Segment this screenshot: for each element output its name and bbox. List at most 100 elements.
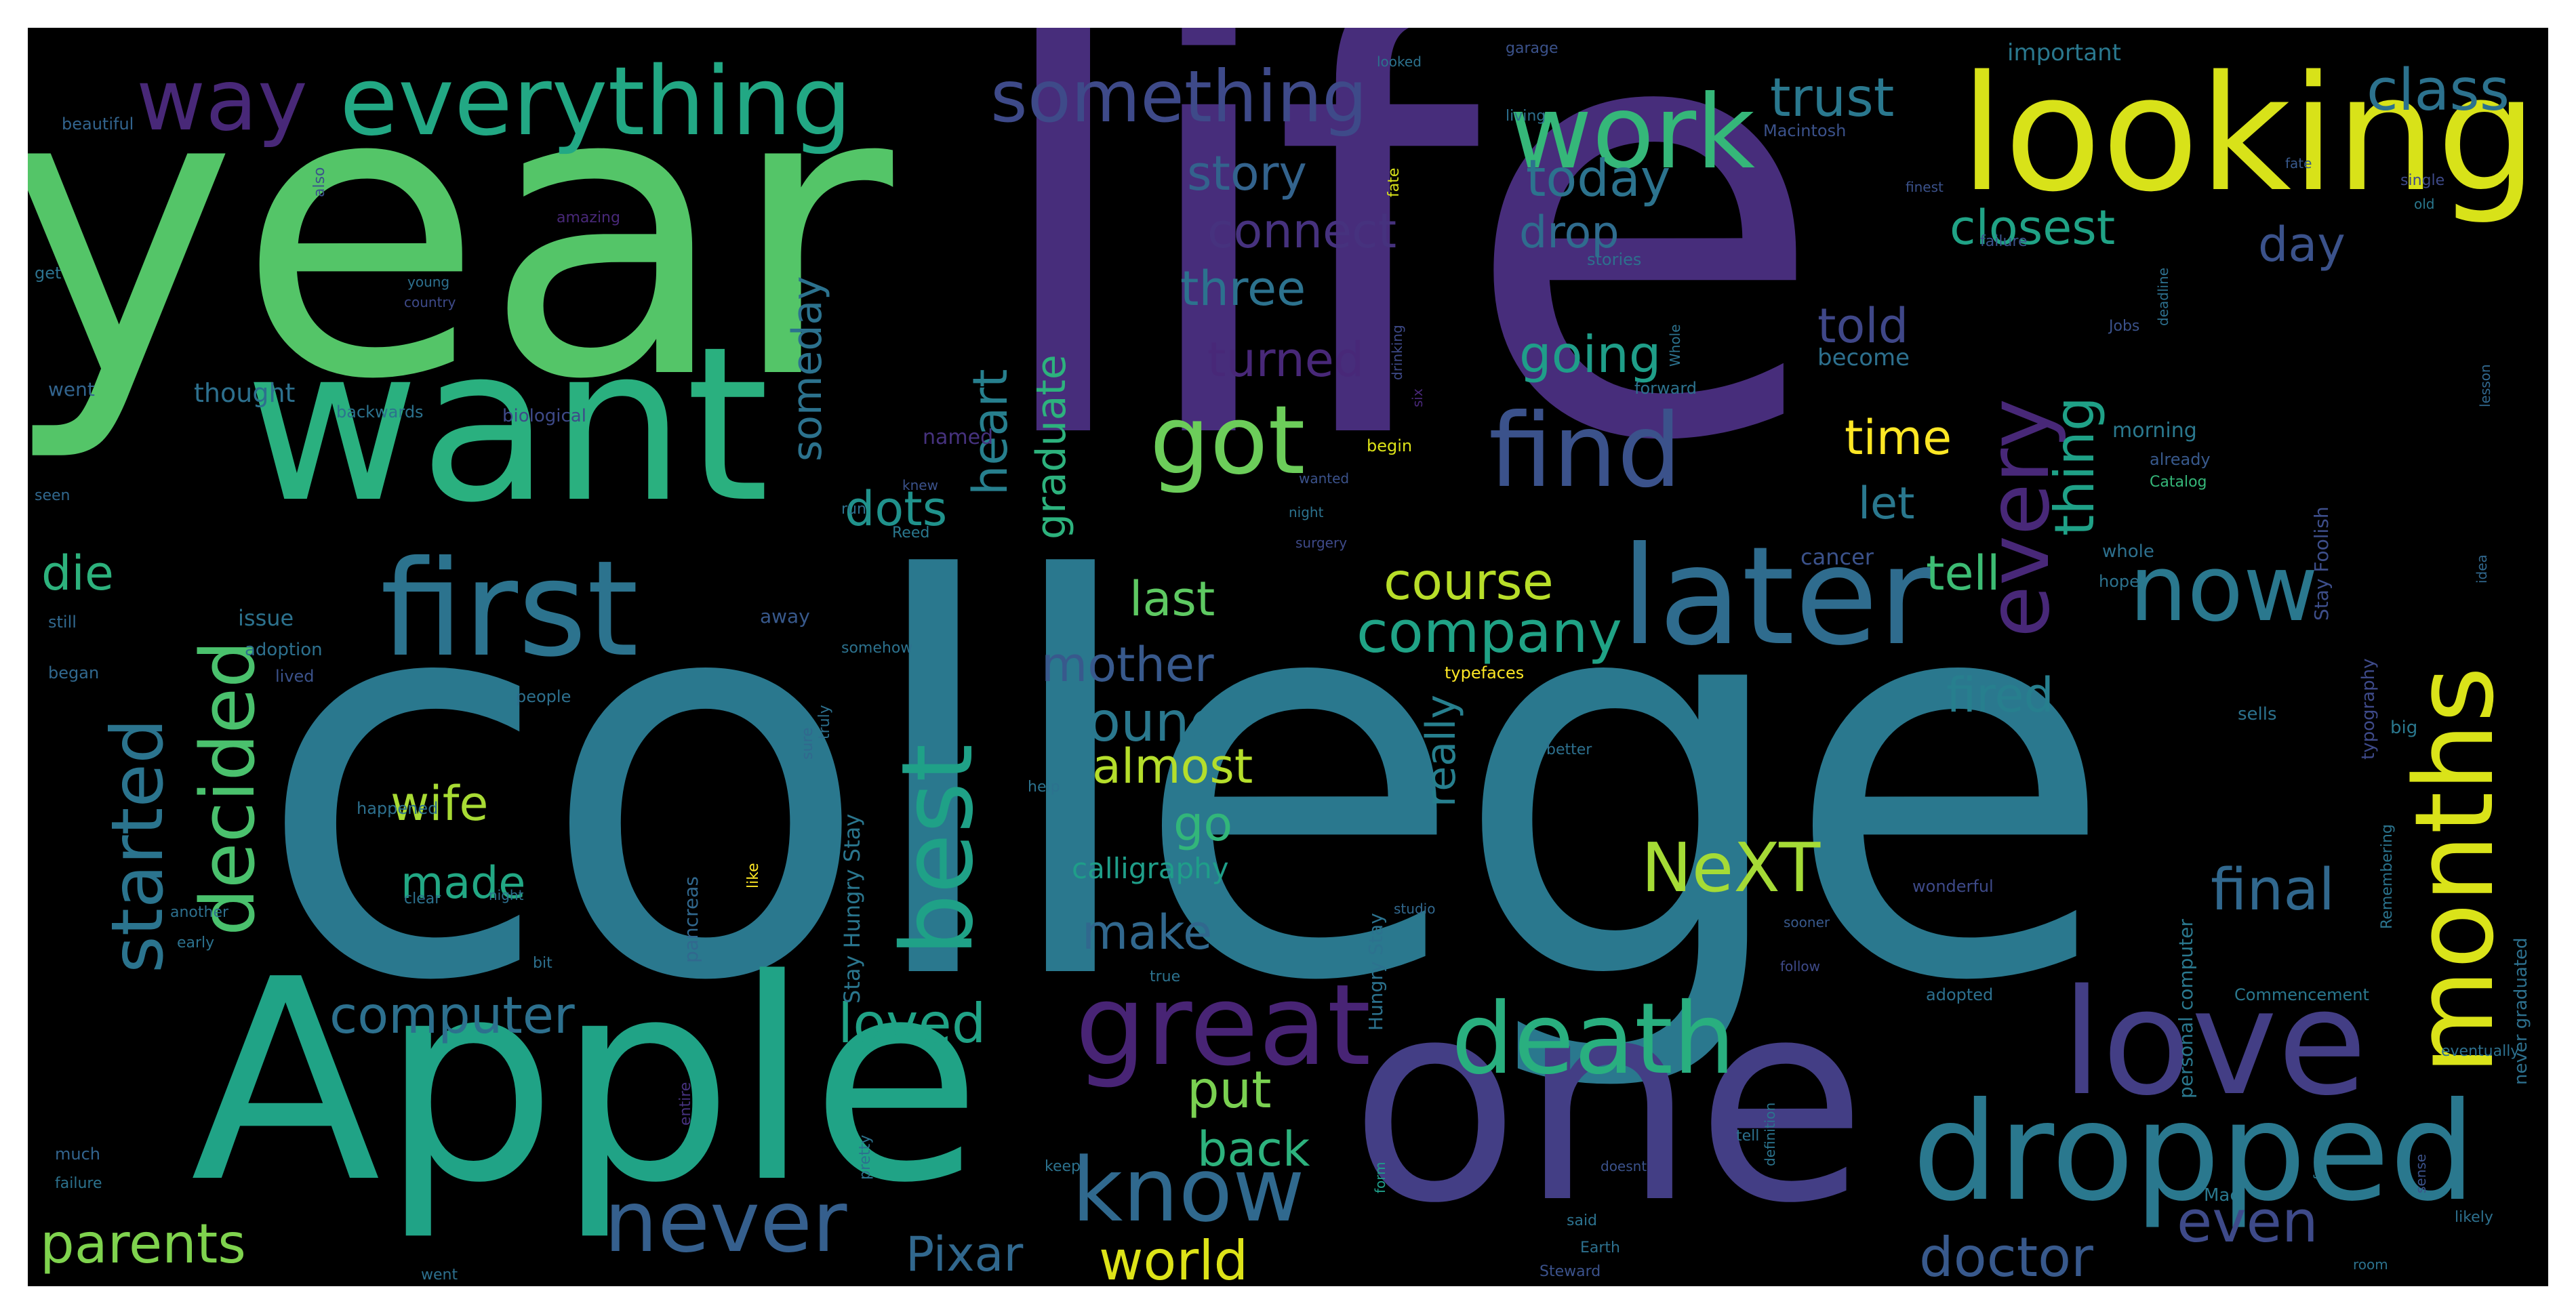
word-got: got xyxy=(1150,386,1306,496)
word-decided: decided xyxy=(184,640,271,936)
word-deadline: deadline xyxy=(2155,267,2171,326)
word-best: best xyxy=(881,743,995,956)
word-wanted: wanted xyxy=(1299,470,1350,487)
word-old: old xyxy=(2414,196,2435,212)
word-form: form xyxy=(1372,1162,1388,1193)
word-cloud: life college year want Apple one looking… xyxy=(28,28,2548,1286)
word-graduate: graduate xyxy=(1028,354,1075,539)
word-stay-foolish: Stay Foolish xyxy=(2310,506,2333,621)
word-sells: sells xyxy=(2238,704,2277,724)
word-told: told xyxy=(1817,298,1909,354)
word-drinking: drinking xyxy=(1389,325,1405,380)
word-early: early xyxy=(177,935,215,951)
word-almost: almost xyxy=(1092,739,1253,794)
word-pixar: Pixar xyxy=(906,1227,1024,1282)
word-three: three xyxy=(1180,261,1306,316)
word-want: want xyxy=(245,302,769,550)
word-jobs: Jobs xyxy=(2109,318,2140,335)
word-mother: mother xyxy=(1041,637,1214,693)
word-find: find xyxy=(1489,392,1682,510)
word-night2: night xyxy=(489,887,524,903)
word-big: big xyxy=(2390,718,2418,738)
word-first: first xyxy=(380,532,639,686)
word-sooner: sooner xyxy=(1784,914,1830,930)
word-fate2: fate xyxy=(2285,155,2312,171)
word-put: put xyxy=(1187,1060,1272,1120)
word-later: later xyxy=(1621,518,1934,676)
word-dots: dots xyxy=(845,481,948,537)
word-love: love xyxy=(2061,958,2367,1128)
word-forward: forward xyxy=(1634,379,1697,398)
word-true: true xyxy=(1150,968,1181,985)
word-earth: Earth xyxy=(1580,1239,1620,1256)
word-hope: hope xyxy=(2099,572,2139,591)
word-know: know xyxy=(1072,1138,1305,1241)
word-better: better xyxy=(1546,741,1592,758)
word-important: important xyxy=(2007,39,2121,66)
word-wife: wife xyxy=(390,776,489,831)
word-idea: idea xyxy=(2474,554,2490,583)
word-let: let xyxy=(1858,478,1915,529)
word-loved: loved xyxy=(838,992,986,1055)
word-last: last xyxy=(1129,571,1215,627)
word-keep: keep xyxy=(1045,1158,1081,1175)
word-remembering: Remembering xyxy=(2379,824,2396,929)
word-much: much xyxy=(55,1145,100,1164)
word-sure: sure xyxy=(799,727,816,760)
word-fate: fate xyxy=(1386,167,1403,197)
word-connect: connect xyxy=(1207,203,1397,259)
word-doctor: doctor xyxy=(1919,1226,2093,1286)
word-somehow: somehow xyxy=(841,640,913,657)
word-computer: computer xyxy=(329,985,575,1045)
word-finest: finest xyxy=(1906,179,1944,195)
word-become: become xyxy=(1817,344,1910,371)
word-happened: happened xyxy=(357,799,439,818)
word-young: young xyxy=(407,274,450,290)
word-everything: everything xyxy=(340,47,852,157)
word-entire: entire xyxy=(677,1082,694,1126)
word-year: year xyxy=(28,28,893,467)
word-backwards: backwards xyxy=(336,403,424,422)
word-mac: Mac xyxy=(2204,1185,2240,1206)
word-country: country xyxy=(404,294,456,310)
word-room: room xyxy=(2353,1256,2388,1273)
word-adopted: adopted xyxy=(1926,985,1994,1004)
word-closest: closest xyxy=(1950,200,2116,255)
word-went2: went xyxy=(421,1267,458,1284)
word-typography: typography xyxy=(2358,658,2379,760)
word-make: make xyxy=(1082,905,1213,960)
word-also: also xyxy=(311,167,328,197)
word-truly: truly xyxy=(816,705,833,739)
word-said: said xyxy=(1567,1212,1598,1229)
word-people: people xyxy=(516,687,571,706)
word-beautiful: beautiful xyxy=(62,115,134,134)
word-even: even xyxy=(2177,1189,2318,1256)
word-clear: clear xyxy=(404,890,441,907)
word-like: like xyxy=(745,863,762,888)
word-turned: turned xyxy=(1207,332,1365,388)
word-something: something xyxy=(990,56,1367,138)
word-run: run xyxy=(841,501,866,518)
word-trust: trust xyxy=(1770,68,1895,129)
word-still: still xyxy=(48,613,77,632)
word-go: go xyxy=(1173,796,1233,852)
word-failure: failure xyxy=(1980,233,2028,250)
word-lesson: lesson xyxy=(2477,364,2493,407)
word-another: another xyxy=(170,904,229,921)
word-class: class xyxy=(2367,57,2510,124)
word-cancer: cancer xyxy=(1800,544,1874,570)
word-went: went xyxy=(48,378,95,401)
word-hungry-stay: Hungry Stay xyxy=(1365,913,1387,1031)
word-someday: someday xyxy=(784,276,831,461)
word-tell: tell xyxy=(1926,546,2000,601)
word-living: living xyxy=(1506,108,1546,125)
word-parents: parents xyxy=(40,1212,246,1275)
word-started: started xyxy=(96,718,179,973)
word-amazing: amazing xyxy=(557,209,620,226)
word-dropped: dropped xyxy=(1912,1073,2476,1231)
word-night: night xyxy=(1289,504,1324,520)
word-personal-computer: personal computer xyxy=(2175,919,2197,1099)
word-never: never xyxy=(604,1173,847,1271)
word-death: death xyxy=(1451,982,1735,1096)
word-company: company xyxy=(1356,599,1622,666)
